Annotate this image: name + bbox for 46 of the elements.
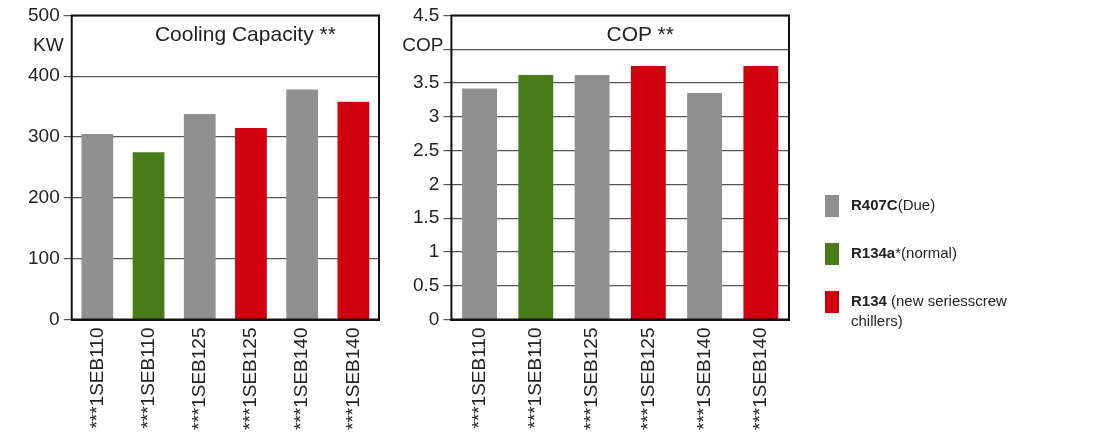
x-tick-label: ***1SEB125 bbox=[580, 327, 602, 430]
y-axis-title: COP bbox=[402, 34, 444, 56]
x-tick-label: ***1SEB125 bbox=[187, 327, 209, 430]
bar bbox=[687, 93, 723, 319]
bar bbox=[518, 74, 554, 319]
y-tick-label: 1 bbox=[428, 240, 440, 262]
y-tick-label: 4.5 bbox=[412, 3, 440, 25]
x-tick-label: ***1SEB110 bbox=[136, 327, 158, 429]
bar bbox=[183, 113, 216, 319]
x-tick-label: ***1SEB140 bbox=[749, 327, 771, 430]
x-tick-label: ***1SEB110 bbox=[85, 327, 107, 429]
x-tick-label: ***1SEB125 bbox=[636, 327, 658, 430]
y-tick-label: 400 bbox=[28, 64, 60, 86]
bar bbox=[286, 89, 319, 319]
y-tick-label: 0 bbox=[49, 307, 60, 329]
y-tick-label: 2.5 bbox=[412, 138, 440, 160]
bar bbox=[462, 88, 497, 319]
legend-label: R134a*(normal) bbox=[851, 243, 957, 263]
y-tick-label: 200 bbox=[28, 186, 60, 208]
y-tick-label: 2 bbox=[428, 172, 440, 194]
chart-title: COP ** bbox=[606, 21, 674, 45]
y-tick-label: 100 bbox=[28, 246, 60, 268]
legend-label: R407C(Due) bbox=[851, 195, 936, 215]
bar bbox=[235, 127, 267, 319]
x-tick-label: ***1SEB140 bbox=[692, 327, 714, 430]
y-tick-label: 0 bbox=[428, 307, 440, 329]
y-tick-label: 3.5 bbox=[412, 71, 440, 93]
legend-label: R134 (new seriesscrew chillers) bbox=[851, 291, 1008, 331]
bar bbox=[81, 134, 114, 319]
y-axis-title: KW bbox=[33, 34, 64, 56]
bar bbox=[337, 101, 370, 319]
x-tick-label: ***1SEB125 bbox=[239, 327, 261, 430]
y-tick-label: 3 bbox=[428, 105, 440, 127]
x-tick-label: ***1SEB140 bbox=[290, 327, 312, 430]
bar bbox=[630, 66, 666, 319]
y-tick-label: 300 bbox=[28, 125, 60, 147]
y-tick-label: 1.5 bbox=[412, 206, 440, 228]
x-tick-label: ***1SEB140 bbox=[341, 327, 363, 430]
bar bbox=[743, 66, 779, 319]
y-tick-label: 0.5 bbox=[412, 273, 440, 295]
x-tick-label: ***1SEB110 bbox=[467, 327, 489, 429]
bar bbox=[574, 74, 610, 319]
bar bbox=[132, 152, 165, 319]
x-tick-label: ***1SEB110 bbox=[524, 327, 546, 429]
y-tick-label: 500 bbox=[28, 3, 60, 25]
chart-title: Cooling Capacity ** bbox=[154, 21, 336, 45]
